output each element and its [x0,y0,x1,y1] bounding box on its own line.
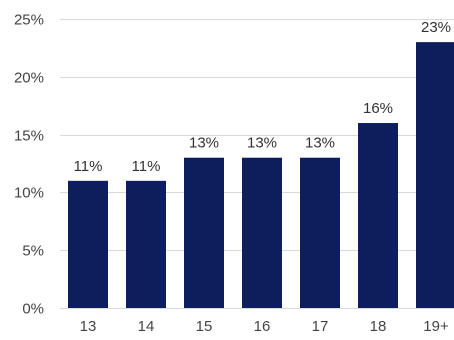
bar-15 [184,157,224,308]
data-label-15: 13% [189,135,219,152]
bar-19+ [416,42,454,309]
x-tick-label-14: 14 [138,318,155,335]
bar-17 [300,157,340,308]
bar-16 [242,157,282,308]
bar-14 [126,180,166,308]
x-tick-label-19+: 19+ [423,318,449,335]
bar-18 [358,123,398,308]
x-tick-label-17: 17 [312,318,329,335]
data-label-13: 11% [74,158,103,175]
bar-13 [68,180,108,308]
x-axis: 13 14 15 16 17 18 19+ [80,318,449,335]
y-tick-label: 15% [14,128,44,145]
y-tick-label: 0% [22,301,44,318]
y-tick-label: 5% [22,243,44,260]
data-label-18: 16% [363,100,393,117]
data-labels: 11% 11% 13% 13% 13% 16% 23% [74,19,451,175]
y-tick-label: 25% [14,12,44,29]
bars [68,42,454,309]
x-tick-label-15: 15 [196,318,213,335]
y-axis: 0% 5% 10% 15% 20% 25% [14,12,44,318]
x-tick-label-13: 13 [80,318,97,335]
y-tick-label: 20% [14,70,44,87]
x-tick-label-16: 16 [254,318,271,335]
x-tick-label-18: 18 [370,318,387,335]
data-label-14: 11% [132,158,161,175]
data-label-16: 13% [247,135,277,152]
data-label-19+: 23% [421,19,451,36]
y-tick-label: 10% [14,185,44,202]
data-label-17: 13% [305,135,335,152]
